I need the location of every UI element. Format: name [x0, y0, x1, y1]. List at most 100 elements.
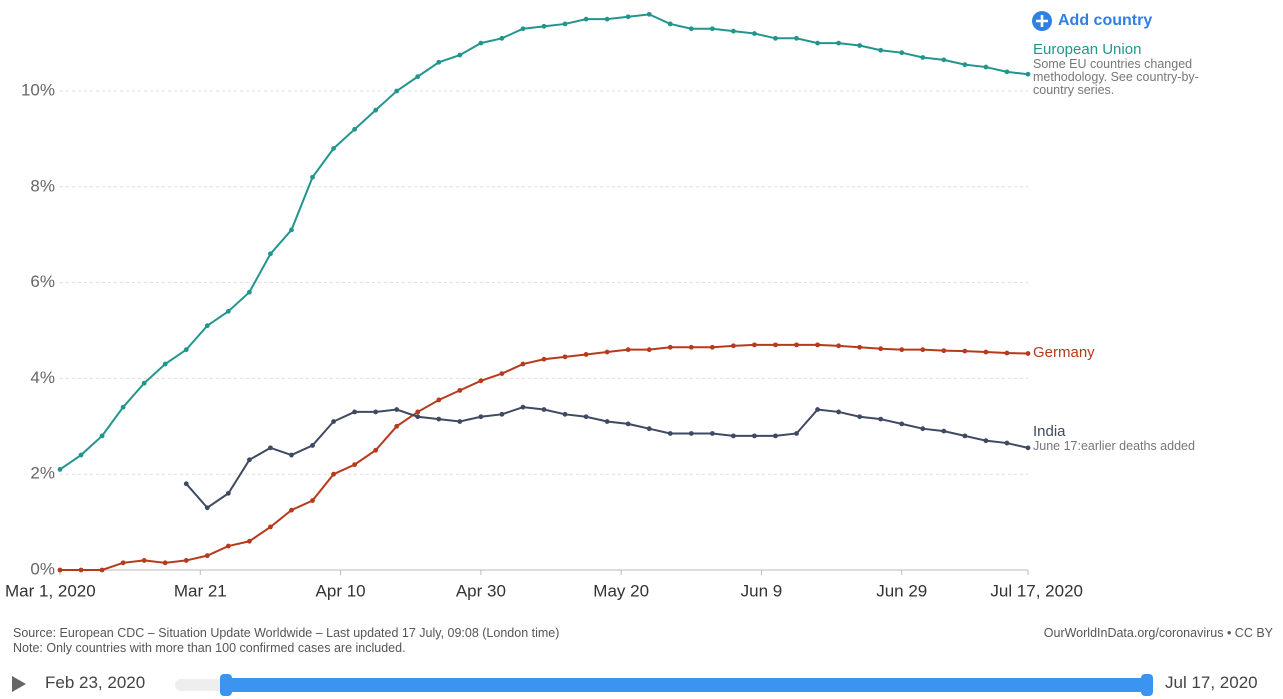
add-country-label: Add country — [1058, 12, 1153, 29]
y-tick-label: 6% — [30, 272, 55, 291]
data-point — [225, 543, 231, 549]
data-point — [962, 62, 968, 68]
data-point — [520, 26, 526, 32]
data-point — [752, 342, 757, 348]
data-point — [983, 64, 989, 70]
data-point — [331, 146, 336, 151]
data-point — [499, 371, 505, 377]
data-point — [310, 174, 315, 180]
data-point — [520, 404, 526, 410]
data-point — [394, 407, 400, 412]
data-point — [99, 433, 105, 439]
data-point — [162, 361, 168, 367]
data-point — [162, 560, 168, 566]
data-point — [625, 14, 631, 20]
data-point — [604, 349, 610, 355]
data-point — [815, 40, 820, 46]
play-button[interactable] — [12, 676, 26, 692]
x-tick-label: Jun 9 — [741, 581, 783, 600]
source: Source: European CDC – Situation Update … — [13, 626, 560, 640]
data-point — [688, 26, 694, 32]
data-point — [857, 43, 863, 48]
data-point — [941, 57, 947, 63]
data-point — [352, 409, 358, 415]
data-point — [225, 308, 231, 314]
series-annotation: Some EU countries changed methodology. S… — [1033, 57, 1199, 97]
data-point — [730, 433, 736, 439]
data-point — [646, 426, 652, 432]
y-tick-label: 10% — [21, 80, 55, 99]
series-annotation: June 17:earlier deaths added — [1033, 439, 1195, 453]
data-point — [289, 507, 294, 513]
data-point — [562, 411, 568, 417]
x-tick-label: May 20 — [593, 581, 649, 600]
x-tick-label: Mar 1, 2020 — [5, 581, 96, 600]
data-point — [962, 348, 968, 354]
data-point — [78, 567, 84, 573]
data-point — [57, 567, 63, 573]
data-point — [394, 88, 400, 94]
data-point — [457, 419, 463, 424]
data-point — [646, 347, 652, 353]
data-point — [562, 354, 568, 360]
data-point — [373, 447, 379, 453]
data-point — [57, 467, 63, 472]
timeline-range[interactable] — [226, 678, 1147, 692]
timeline-handle[interactable] — [220, 674, 232, 696]
y-tick-label: 4% — [30, 368, 55, 387]
data-point — [983, 438, 989, 444]
data-point — [499, 411, 505, 417]
data-point — [920, 347, 926, 353]
data-point — [857, 414, 863, 420]
data-point — [667, 431, 673, 436]
data-point — [773, 342, 778, 348]
data-point — [899, 347, 905, 353]
data-point — [773, 433, 778, 439]
data-point — [478, 40, 484, 46]
data-point — [478, 414, 484, 420]
data-point — [899, 50, 905, 56]
data-point — [878, 47, 884, 53]
data-point — [962, 433, 968, 439]
timeline-end: Jul 17, 2020 — [1165, 673, 1258, 692]
data-point — [815, 342, 820, 348]
data-point — [688, 431, 694, 436]
data-point — [899, 421, 905, 427]
data-point — [730, 28, 736, 34]
add-icon — [1032, 11, 1052, 31]
x-tick-label: Mar 21 — [174, 581, 227, 600]
data-point — [310, 498, 315, 503]
series-label: India — [1033, 423, 1066, 440]
data-point — [794, 35, 799, 41]
data-point — [688, 344, 694, 350]
data-point — [457, 387, 463, 393]
data-point — [478, 378, 484, 384]
data-point — [1004, 350, 1010, 356]
data-point — [415, 74, 421, 80]
data-point — [562, 21, 568, 27]
data-point — [983, 349, 989, 355]
data-point — [1004, 440, 1010, 446]
data-point — [310, 443, 315, 448]
data-point — [541, 23, 547, 29]
note: Note: Only countries with more than 100 … — [13, 641, 406, 655]
data-point — [1004, 69, 1010, 75]
y-tick-label: 0% — [30, 559, 55, 578]
data-point — [920, 55, 926, 60]
data-point — [415, 414, 421, 420]
data-point — [1025, 71, 1031, 77]
timeline-handle[interactable] — [1141, 674, 1153, 696]
data-point — [794, 342, 799, 348]
data-point — [878, 416, 884, 422]
x-tick-label: Jul 17, 2020 — [990, 581, 1083, 600]
data-point — [436, 59, 442, 65]
data-point — [246, 538, 252, 544]
data-point — [625, 421, 631, 427]
data-point — [99, 567, 105, 573]
add-country[interactable]: Add country — [1031, 10, 1152, 32]
data-point — [1025, 445, 1031, 451]
data-point — [183, 481, 189, 487]
data-point — [794, 431, 799, 436]
data-point — [815, 407, 820, 412]
